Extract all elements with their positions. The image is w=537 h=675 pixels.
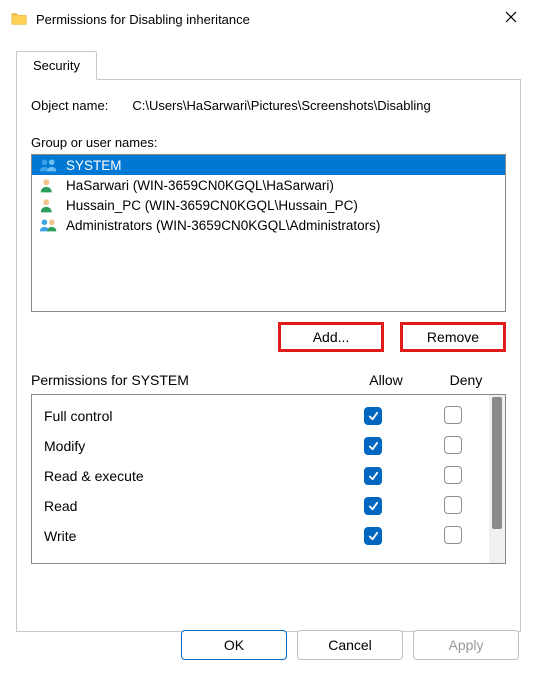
permissions-list: Full control Modify Read & execute Read Writ…: [31, 394, 506, 564]
permission-row: Full control: [44, 401, 493, 431]
permission-row: Read: [44, 491, 493, 521]
object-name-value: C:\Users\HaSarwari\Pictures\Screenshots\…: [132, 98, 506, 113]
checkbox-checked[interactable]: [364, 527, 382, 545]
checkbox-unchecked[interactable]: [444, 436, 462, 454]
user-green-icon: [38, 177, 60, 193]
remove-button[interactable]: Remove: [400, 322, 506, 352]
scrollbar[interactable]: [489, 395, 505, 563]
permission-name: Modify: [44, 438, 333, 454]
deny-column-header: Deny: [426, 372, 506, 388]
security-panel: Object name: C:\Users\HaSarwari\Pictures…: [16, 79, 521, 632]
allow-cell: [333, 527, 413, 545]
allow-cell: [333, 497, 413, 515]
principal-name: SYSTEM: [66, 158, 122, 173]
folder-icon: [10, 10, 28, 28]
deny-cell: [413, 406, 493, 427]
checkbox-unchecked[interactable]: [444, 496, 462, 514]
principal-row[interactable]: HaSarwari (WIN-3659CN0KGQL\HaSarwari): [32, 175, 505, 195]
add-remove-row: Add... Remove: [31, 322, 506, 352]
user-green-icon: [38, 197, 60, 213]
allow-column-header: Allow: [346, 372, 426, 388]
checkbox-checked[interactable]: [364, 467, 382, 485]
deny-cell: [413, 526, 493, 547]
deny-cell: [413, 466, 493, 487]
checkbox-checked[interactable]: [364, 497, 382, 515]
permission-name: Write: [44, 528, 333, 544]
principal-name: Hussain_PC (WIN-3659CN0KGQL\Hussain_PC): [66, 198, 358, 213]
permission-name: Read: [44, 498, 333, 514]
tab-strip: Security: [16, 50, 521, 80]
permissions-for-label: Permissions for SYSTEM: [31, 372, 346, 388]
users-mixed-icon: [38, 217, 60, 233]
users-blue-icon: [38, 157, 60, 173]
object-name-row: Object name: C:\Users\HaSarwari\Pictures…: [31, 98, 506, 113]
checkbox-unchecked[interactable]: [444, 466, 462, 484]
cancel-button[interactable]: Cancel: [297, 630, 403, 660]
principal-name: Administrators (WIN-3659CN0KGQL\Administ…: [66, 218, 380, 233]
checkbox-checked[interactable]: [364, 407, 382, 425]
allow-cell: [333, 407, 413, 425]
allow-cell: [333, 467, 413, 485]
permission-row: Write: [44, 521, 493, 551]
checkbox-checked[interactable]: [364, 437, 382, 455]
principal-row[interactable]: Hussain_PC (WIN-3659CN0KGQL\Hussain_PC): [32, 195, 505, 215]
principal-name: HaSarwari (WIN-3659CN0KGQL\HaSarwari): [66, 178, 334, 193]
tab-security[interactable]: Security: [16, 51, 97, 80]
titlebar: Permissions for Disabling inheritance: [0, 0, 537, 38]
deny-cell: [413, 496, 493, 517]
dialog-buttons: OK Cancel Apply: [0, 615, 537, 675]
checkbox-unchecked[interactable]: [444, 406, 462, 424]
checkbox-unchecked[interactable]: [444, 526, 462, 544]
window-title: Permissions for Disabling inheritance: [36, 12, 489, 27]
apply-button[interactable]: Apply: [413, 630, 519, 660]
groups-label: Group or user names:: [31, 135, 506, 150]
ok-button[interactable]: OK: [181, 630, 287, 660]
principal-row[interactable]: Administrators (WIN-3659CN0KGQL\Administ…: [32, 215, 505, 235]
close-button[interactable]: [489, 0, 533, 38]
permission-row: Modify: [44, 431, 493, 461]
add-button[interactable]: Add...: [278, 322, 384, 352]
permissions-header: Permissions for SYSTEM Allow Deny: [31, 372, 506, 388]
permission-name: Full control: [44, 408, 333, 424]
object-name-label: Object name:: [31, 98, 108, 113]
allow-cell: [333, 437, 413, 455]
deny-cell: [413, 436, 493, 457]
permission-row: Read & execute: [44, 461, 493, 491]
permission-name: Read & execute: [44, 468, 333, 484]
principal-row[interactable]: SYSTEM: [32, 155, 505, 175]
scrollbar-thumb[interactable]: [492, 397, 502, 529]
principals-list[interactable]: SYSTEM HaSarwari (WIN-3659CN0KGQL\HaSarwa…: [31, 154, 506, 312]
